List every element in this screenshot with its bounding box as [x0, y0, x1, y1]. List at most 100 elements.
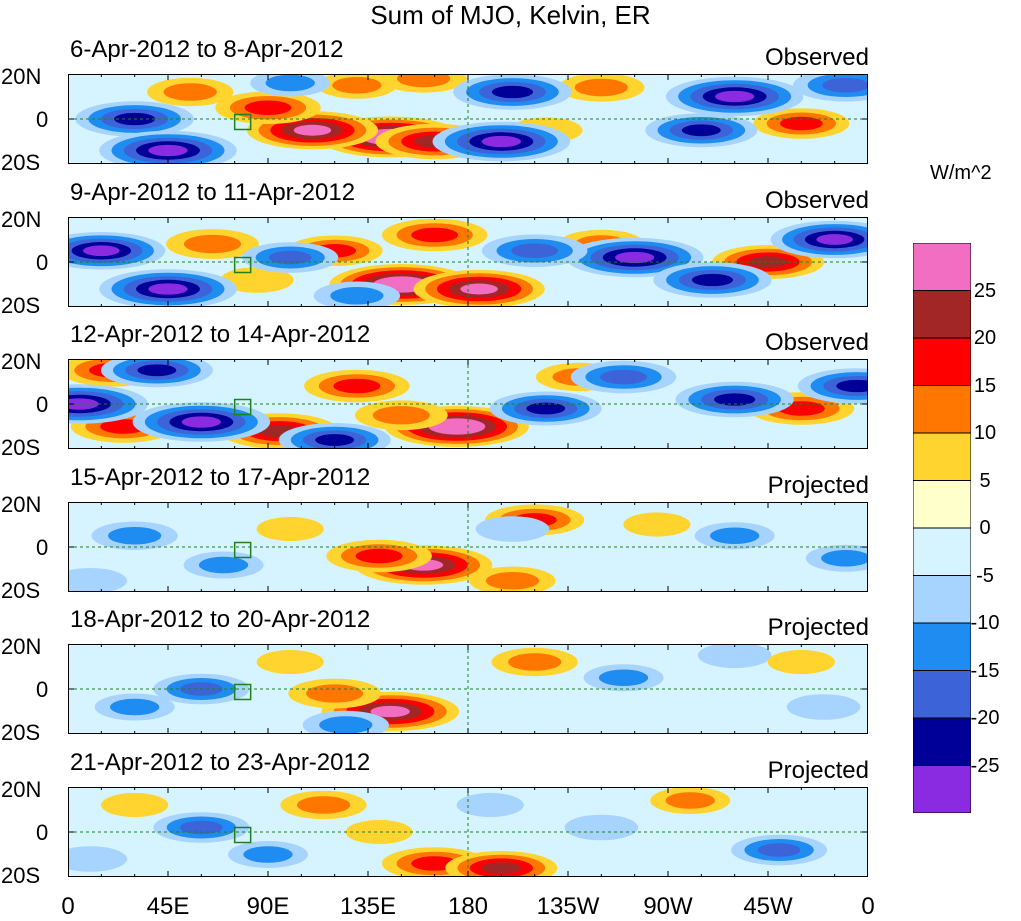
reference-box [233, 826, 252, 844]
lat-tick-label: 20N [1, 207, 42, 232]
contour-region [183, 234, 241, 254]
contour-region [137, 364, 177, 377]
contour-region [714, 393, 756, 406]
colorbar-swatch [913, 243, 971, 291]
contour-region [564, 814, 639, 841]
colorbar-swatch [913, 622, 971, 671]
lon-tick-label: 0 [861, 893, 875, 920]
colorbar-tick-label: -5 [976, 564, 994, 587]
contour-region [836, 379, 868, 393]
contour-region [330, 287, 384, 305]
contour-region [715, 90, 755, 103]
contour-region [816, 234, 853, 245]
panel-status: Projected [767, 472, 869, 499]
contour-region [293, 124, 332, 136]
panel-date-range: 18-Apr-2012 to 20-Apr-2012 [70, 606, 371, 633]
colorbar-swatch [913, 765, 971, 813]
contour-region [767, 649, 835, 675]
contour-region [101, 792, 169, 818]
panel-4: 15-Apr-2012 to 17-Apr-2012 Projected 20N 0 2… [0, 464, 1021, 610]
reference-box [233, 683, 252, 701]
contour-region [345, 819, 413, 845]
colorbar [913, 243, 971, 813]
contour-region [821, 549, 868, 567]
contour-region [665, 792, 715, 809]
panel-date-range: 15-Apr-2012 to 17-Apr-2012 [70, 464, 371, 491]
contour-region [411, 227, 459, 243]
contour-region [370, 705, 410, 718]
lon-tick-label: 135W [536, 893, 600, 920]
lat-tick-label: 0 [36, 107, 49, 132]
contour-region [296, 796, 351, 814]
lat-tick-label: 20N [1, 777, 42, 802]
lon-tick-label: 135E [339, 893, 397, 920]
lat-tick-label: 20S [1, 150, 41, 175]
reference-box [233, 113, 252, 131]
colorbar-tick-label: 5 [979, 469, 991, 492]
panel-status: Observed [764, 187, 869, 214]
colorbar-swatch [913, 717, 971, 766]
colorbar-swatch [913, 575, 971, 624]
contour-region [600, 369, 648, 385]
lat-tick-label: 0 [36, 677, 49, 702]
contour-region [757, 843, 801, 857]
contour-region [181, 416, 221, 428]
panel-status: Observed [764, 329, 869, 356]
contour-region [697, 644, 772, 669]
contour-region [822, 78, 868, 93]
colorbar-tick-label: -15 [970, 659, 1000, 682]
colorbar-tick-label: 10 [973, 422, 997, 444]
lon-tick-label: 180 [447, 893, 489, 920]
lat-tick-label: 20S [1, 720, 41, 745]
contour-region [198, 556, 249, 574]
colorbar-swatch [913, 385, 971, 434]
lat-tick-label: 20N [1, 634, 42, 659]
contour-region [481, 135, 521, 148]
lat-tick-label: 20S [1, 578, 41, 603]
colorbar-tick-label: 20 [973, 327, 997, 349]
map-plot [68, 359, 868, 449]
contour-region [481, 862, 521, 874]
colorbar-swatch [913, 527, 971, 576]
lon-tick-label: 90E [246, 893, 290, 920]
contour-region [148, 283, 188, 295]
contour-region [383, 279, 419, 290]
contour-region [526, 402, 566, 415]
lat-tick-label: 20S [1, 435, 41, 460]
panel-date-range: 6-Apr-2012 to 8-Apr-2012 [70, 36, 344, 63]
colorbar-tick-label: -20 [970, 707, 1000, 729]
panel-1: 6-Apr-2012 to 8-Apr-2012 Observed 20N 0 20S [0, 36, 1021, 182]
panel-status: Projected [767, 614, 869, 641]
lat-tick-label: 20N [1, 349, 42, 374]
colorbar-swatch [913, 290, 971, 339]
contour-region [108, 527, 162, 545]
contour-region [598, 669, 649, 687]
contour-region [372, 406, 430, 425]
panel-5: 18-Apr-2012 to 20-Apr-2012 Projected 20N 0 2… [0, 606, 1021, 752]
lat-tick-label: 0 [36, 392, 49, 417]
contour-region [220, 267, 294, 293]
colorbar-swatch [913, 337, 971, 386]
contour-region [491, 85, 534, 99]
lon-tick-label: 90W [643, 893, 693, 920]
colorbar-swatch [913, 480, 971, 529]
lat-tick-label: 0 [36, 535, 49, 560]
colorbar-swatch [913, 432, 971, 481]
colorbar-tick-label: 0 [979, 517, 991, 539]
lat-tick-label: 20S [1, 863, 41, 888]
contour-region [306, 684, 364, 703]
contour-region [68, 398, 99, 410]
chart-title: Sum of MJO, Kelvin, ER [370, 0, 651, 30]
contour-region [355, 548, 403, 564]
map-plot [68, 217, 868, 307]
contour-region [574, 78, 628, 97]
panel-status: Observed [764, 44, 869, 71]
contour-region [332, 76, 382, 94]
contour-region [396, 74, 451, 88]
contour-region [460, 283, 498, 295]
contour-region [83, 245, 120, 257]
reference-box [233, 541, 252, 559]
contour-region [333, 378, 381, 394]
colorbar-swatch [913, 670, 971, 719]
